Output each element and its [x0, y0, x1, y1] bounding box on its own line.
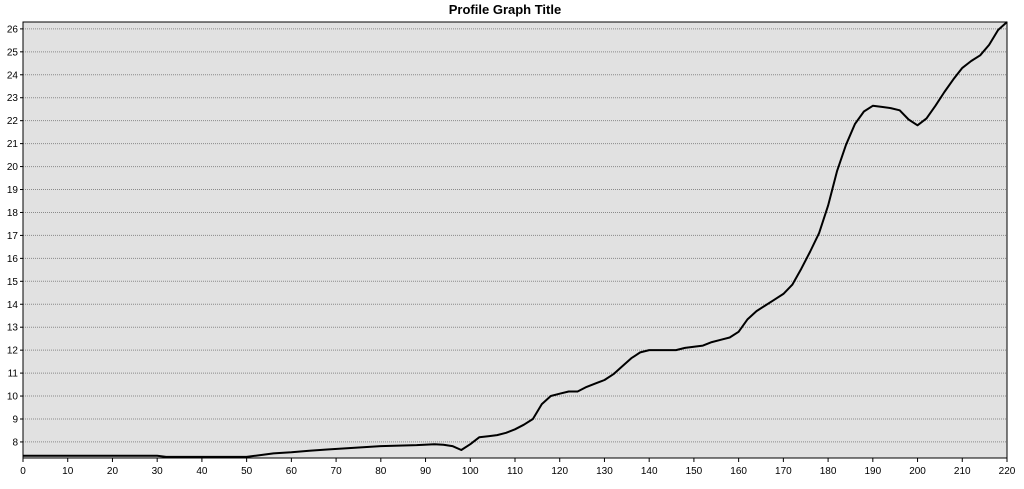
x-tick-label: 40 [196, 466, 208, 477]
x-tick-label: 200 [909, 466, 926, 477]
y-tick-label: 24 [7, 70, 19, 81]
y-tick-label: 26 [7, 24, 19, 35]
y-tick-label: 14 [7, 300, 19, 311]
y-tick-label: 10 [7, 392, 19, 403]
x-axis-ticks: 0 10 20 30 40 50 60 70 80 90 100 110 120 130 140 150 160… [20, 458, 1016, 477]
y-tick-label: 16 [7, 254, 19, 265]
x-tick-label: 160 [730, 466, 747, 477]
series-line [23, 21, 1008, 458]
y-tick-label: 25 [7, 47, 19, 58]
x-tick-label: 210 [954, 466, 971, 477]
grid-lines [23, 28, 1007, 443]
x-tick-label: 80 [375, 466, 387, 477]
x-tick-label: 20 [107, 466, 119, 477]
x-tick-label: 100 [462, 466, 479, 477]
x-tick-label: 50 [241, 466, 253, 477]
x-tick-label: 90 [420, 466, 432, 477]
y-tick-label: 20 [7, 162, 19, 173]
y-axis-ticks: 8 9 10 11 12 13 14 15 16 17 18 19 20 21 22 23 24 25 26 [7, 24, 23, 448]
y-tick-label: 23 [7, 93, 19, 104]
y-tick-label: 18 [7, 208, 19, 219]
x-tick-label: 170 [775, 466, 792, 477]
y-tick-label: 12 [7, 346, 19, 357]
x-tick-label: 130 [596, 466, 613, 477]
x-tick-label: 150 [686, 466, 703, 477]
y-tick-label: 19 [7, 185, 19, 196]
plot-area [23, 22, 1007, 458]
y-tick-label: 17 [7, 231, 19, 242]
x-tick-label: 70 [331, 466, 343, 477]
x-tick-label: 0 [20, 466, 26, 477]
x-tick-label: 190 [864, 466, 881, 477]
x-tick-label: 110 [507, 466, 523, 477]
y-tick-label: 8 [12, 437, 18, 448]
x-tick-label: 180 [820, 466, 837, 477]
y-tick-label: 13 [7, 323, 19, 334]
x-tick-label: 220 [999, 466, 1016, 477]
x-tick-label: 30 [152, 466, 164, 477]
chart-title: Profile Graph Title [449, 2, 561, 17]
y-tick-label: 15 [7, 277, 19, 288]
x-tick-label: 60 [286, 466, 298, 477]
x-tick-label: 120 [551, 466, 568, 477]
x-tick-label: 10 [62, 466, 74, 477]
y-tick-label: 9 [12, 414, 18, 425]
x-tick-label: 140 [641, 466, 658, 477]
y-tick-label: 11 [8, 369, 19, 380]
y-tick-label: 21 [7, 139, 19, 150]
y-tick-label: 22 [7, 116, 19, 127]
